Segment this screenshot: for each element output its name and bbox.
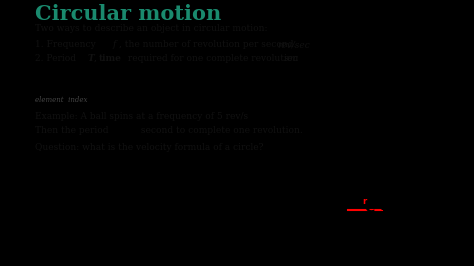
Text: f: f <box>112 40 116 49</box>
Text: Then the period: Then the period <box>36 126 112 135</box>
Text: time: time <box>93 190 121 203</box>
Text: Circular motion: Circular motion <box>36 4 222 24</box>
Text: Two ways to describe an object in circular motion:: Two ways to describe an object in circul… <box>36 24 268 33</box>
Text: distance: distance <box>80 168 133 181</box>
Text: 1: 1 <box>127 122 132 131</box>
Text: dist: dist <box>215 157 229 166</box>
Text: required for one complete revolution: required for one complete revolution <box>125 54 298 63</box>
Text: 2. Period: 2. Period <box>36 54 79 63</box>
Text: Circumference = 2π(radius): Circumference = 2π(radius) <box>364 218 442 223</box>
Text: ,: , <box>94 54 100 63</box>
Text: r: r <box>362 197 366 206</box>
Text: 1. Frequency: 1. Frequency <box>36 40 99 49</box>
Text: T: T <box>87 54 94 63</box>
Text: $\mathbf{C}$ = 2πr: $\mathbf{C}$ = 2πr <box>364 200 424 215</box>
Text: sec: sec <box>284 54 300 63</box>
Text: time: time <box>99 54 122 63</box>
Text: $2\pi r$: $2\pi r$ <box>168 168 191 181</box>
Text: =: = <box>151 182 163 196</box>
Text: 0.2 s: 0.2 s <box>305 123 336 136</box>
Text: rev/sec: rev/sec <box>278 40 310 49</box>
Text: $v\;=$: $v\;=$ <box>36 182 62 196</box>
Text: 5: 5 <box>128 132 133 141</box>
Text: $f\!\cdot\; T\;=\;\frac{1}{f}\!\cdot\! F$: $f\!\cdot\; T\;=\;\frac{1}{f}\!\cdot\! F… <box>187 72 260 97</box>
Text: Question: what is the velocity formula of a circle?: Question: what is the velocity formula o… <box>36 143 264 152</box>
Text: , the number of revolution per second.: , the number of revolution per second. <box>119 40 297 49</box>
Text: element  index: element index <box>36 96 88 104</box>
Text: $\oint\!\cdot T\!=\!1$: $\oint\!\cdot T\!=\!1$ <box>36 76 88 100</box>
Text: Example: A ball spins at a frequency of 5 rev/s: Example: A ball spins at a frequency of … <box>36 112 248 121</box>
Text: $T$: $T$ <box>176 190 187 203</box>
Text: second to complete one revolution.: second to complete one revolution. <box>138 126 302 135</box>
